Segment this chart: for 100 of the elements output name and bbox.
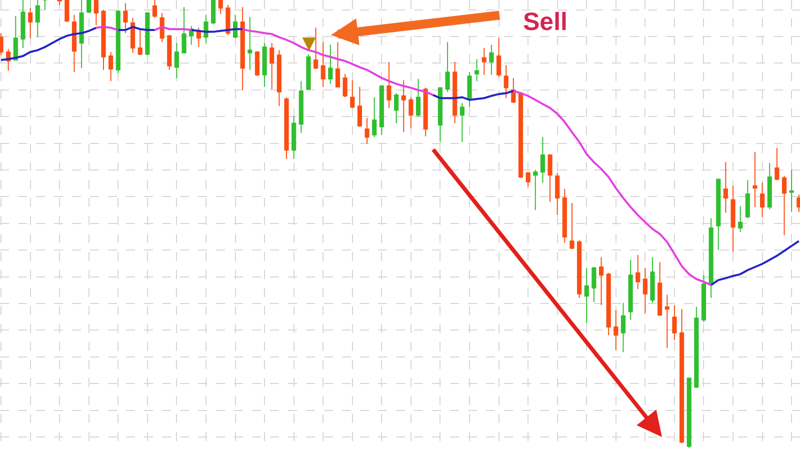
candlestick (636, 254, 640, 290)
candlestick (167, 34, 172, 70)
candlestick (320, 42, 326, 88)
candlestick (116, 9, 120, 74)
candlestick (204, 14, 208, 44)
candlestick (701, 274, 706, 323)
candlestick (679, 308, 684, 444)
candlestick (489, 44, 494, 76)
candlestick (592, 266, 596, 302)
candlestick (328, 44, 333, 84)
candlestick (577, 240, 582, 298)
candlestick (182, 6, 186, 54)
candlestick (460, 102, 464, 143)
candlestick (13, 16, 18, 61)
candlestick (445, 42, 450, 92)
candlestick (533, 169, 538, 211)
candlestick (584, 267, 589, 324)
candlestick (738, 206, 743, 233)
candlestick (723, 162, 728, 214)
candlestick (760, 182, 765, 218)
candlestick (72, 14, 77, 73)
candlestick (379, 84, 384, 136)
candlestick (555, 172, 560, 216)
candlestick (570, 202, 574, 250)
candlestick (708, 218, 714, 298)
candlestick (752, 151, 758, 208)
candlestick (614, 310, 618, 350)
candlestick (438, 87, 443, 143)
candlestick (292, 116, 296, 160)
candlestick (628, 259, 633, 320)
candlestick (35, 0, 40, 38)
candlestick (394, 92, 399, 124)
candlestick (270, 42, 274, 90)
candlestick (342, 73, 348, 98)
candlestick (548, 154, 552, 203)
candlestick (357, 86, 362, 128)
candlestick (540, 136, 545, 184)
candlestick (298, 80, 304, 134)
candlestick (694, 306, 699, 388)
candlestick (350, 80, 355, 108)
candlestick (642, 267, 648, 314)
candlestick (526, 172, 530, 188)
candlestick (276, 50, 282, 107)
candlestick (240, 6, 245, 91)
candlestick (86, 0, 92, 14)
candlestick (196, 27, 201, 48)
candlestick (658, 262, 662, 316)
candlestick (789, 169, 794, 212)
candlestick (262, 42, 267, 88)
candlestick (335, 42, 340, 88)
candlestick (774, 147, 780, 181)
candlestick (423, 87, 428, 137)
candlestick (767, 162, 772, 210)
candlestick (138, 30, 142, 56)
candlestick (226, 4, 230, 36)
candlestick (218, 0, 223, 14)
candlestick (474, 58, 480, 82)
annotation: Sell (523, 8, 568, 36)
candlestick (606, 272, 611, 336)
candlestick (145, 12, 150, 56)
candlestick (482, 47, 486, 76)
candlestick (64, 0, 70, 22)
candlestick (20, 0, 26, 48)
candlestick (28, 8, 33, 39)
candlestick (130, 17, 136, 54)
candlestick (504, 64, 508, 99)
candlestick (284, 96, 289, 160)
candlestick (664, 294, 670, 349)
candlestick (94, 0, 98, 26)
candlestick (254, 50, 260, 77)
candlestick (452, 61, 458, 124)
candlestick (598, 256, 604, 306)
candlestick (386, 61, 392, 108)
candlestick (467, 72, 472, 108)
candlestick (782, 176, 787, 236)
candlestick (562, 188, 567, 244)
candlestick (620, 302, 626, 353)
candlestick (174, 42, 179, 78)
candlestick (401, 80, 406, 133)
candlestick (416, 78, 421, 118)
candlestick (101, 9, 106, 70)
candlestick (108, 51, 114, 82)
candlestick (306, 54, 311, 91)
candlestick (496, 38, 502, 78)
candlestick (313, 27, 318, 70)
candlestick (686, 378, 692, 448)
candlestick (716, 178, 721, 250)
candlestick (408, 96, 414, 129)
candlestick (57, 0, 62, 6)
candlestick (730, 185, 736, 252)
candlestick (79, 0, 84, 69)
candlestick (248, 16, 252, 70)
candlestick (364, 117, 370, 144)
candlestick (152, 0, 158, 18)
candlestick (672, 304, 677, 341)
candlestick (745, 180, 750, 219)
candlestick (160, 12, 164, 43)
candlestick (372, 96, 377, 138)
candlestick (211, 0, 216, 25)
candlestick (42, 0, 48, 10)
